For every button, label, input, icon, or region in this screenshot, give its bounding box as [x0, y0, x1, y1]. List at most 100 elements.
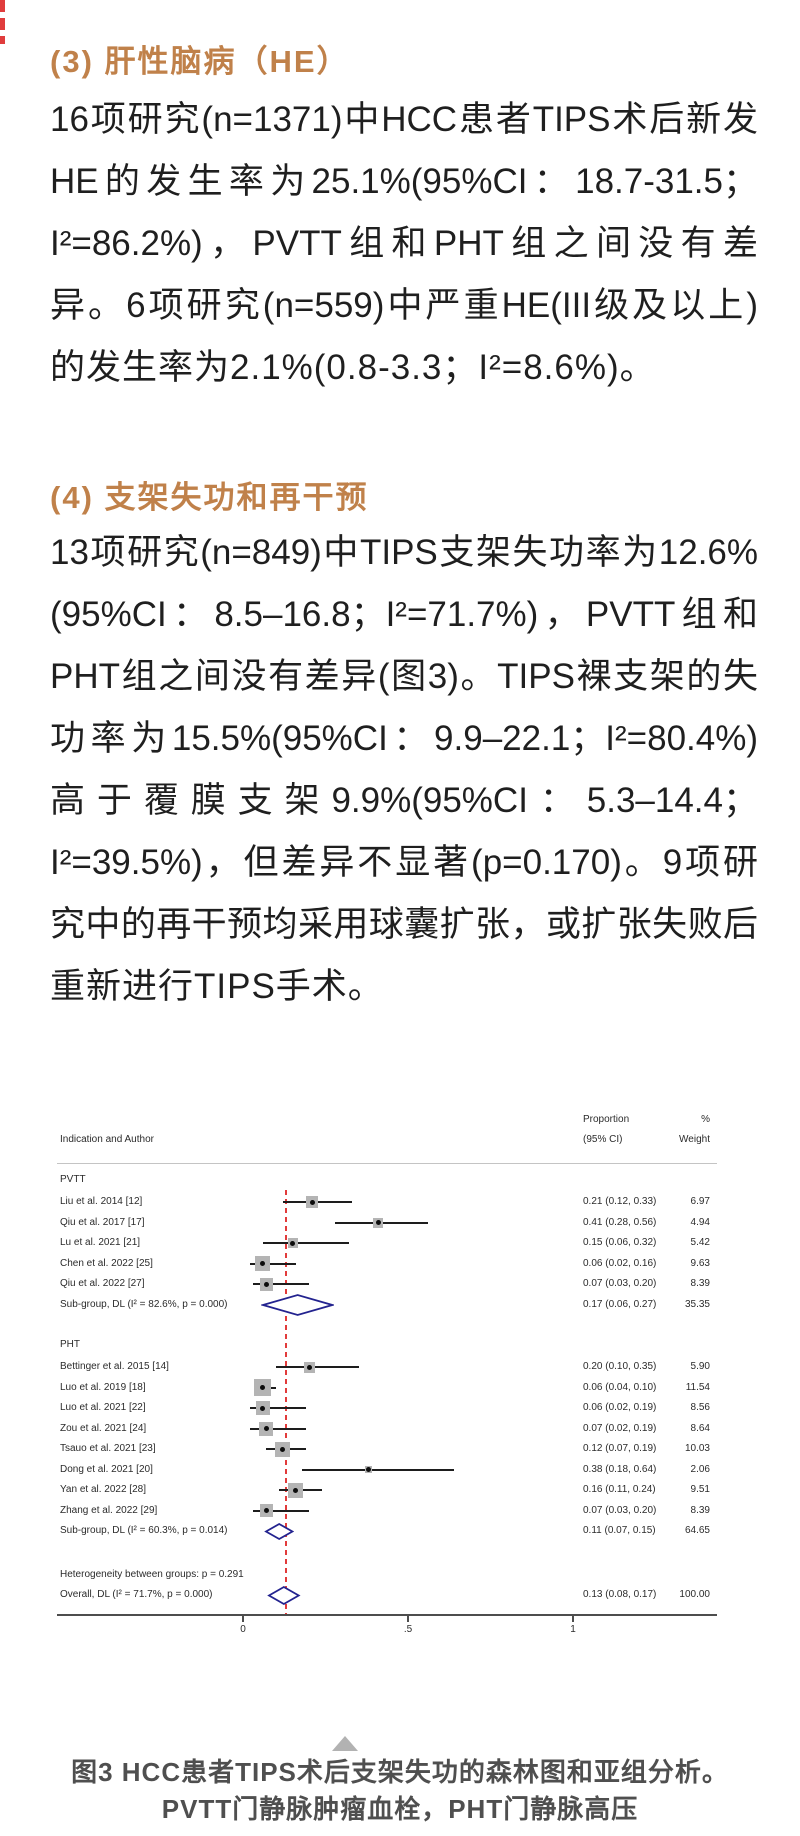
body-text-line: 重新进行TIPS手术。 — [50, 967, 384, 1006]
point-estimate-dot — [290, 1240, 295, 1246]
study-weight: 5.42 — [690, 1237, 710, 1248]
study-weight: 10.03 — [684, 1443, 710, 1454]
subgroup-label: Sub-group, DL (I² = 82.6%, p = 0.000) — [60, 1298, 228, 1310]
point-estimate-dot — [263, 1426, 269, 1431]
ci-line — [276, 1366, 359, 1368]
study-weight: 2.06 — [690, 1463, 710, 1475]
reference-dashed-line — [284, 1190, 287, 1614]
forest-plot-figure[interactable]: Indication and Author Proportion (95% CI)%… — [40, 1095, 760, 1655]
study-weight: 6.97 — [690, 1196, 710, 1207]
col-header-proportion: Proportion — [583, 1114, 630, 1125]
figure-caption-line2: PVTT门静脉肿瘤血栓，PHT门静脉高压 — [161, 1794, 639, 1824]
point-estimate-dot — [306, 1364, 312, 1370]
top-left-red-dash — [0, 36, 5, 44]
col-header-weight: Weight — [679, 1134, 710, 1145]
body-text-line: 高于覆膜支架9.9%(95%CI：5.3–14.4； — [50, 781, 758, 820]
study-label: Bettinger et al. 2015 [14] — [60, 1361, 169, 1372]
body-text-line: I²=39.5%)，但差异不显著(p=0.170)。9项研 — [50, 843, 758, 882]
col-header-percent: % — [701, 1114, 710, 1125]
study-label: Chen et al. 2022 [25] — [60, 1257, 153, 1269]
point-estimate-dot — [365, 1467, 371, 1472]
study-label: Zhang et al. 2022 [29] — [60, 1504, 158, 1516]
subgroup-ci-text: 0.17 (0.06, 0.27) — [583, 1298, 657, 1310]
study-weight: 9.63 — [690, 1257, 710, 1269]
group-label: PHT — [60, 1339, 80, 1350]
x-axis-tick — [242, 1614, 244, 1622]
subgroup-weight: 35.35 — [684, 1298, 710, 1310]
body-text-line: I²=86.2%)，PVTT组和PHT组之间没有差 — [50, 224, 758, 263]
study-weight: 8.56 — [690, 1402, 710, 1413]
study-weight: 8.64 — [690, 1422, 710, 1434]
body-text-line: 的发生率为2.1%(0.8-3.3；I²=8.6%)。 — [50, 348, 656, 387]
point-estimate-dot — [293, 1487, 299, 1493]
study-weight: 4.94 — [690, 1216, 710, 1228]
study-ci-text: 0.41 (0.28, 0.56) — [583, 1216, 657, 1228]
body-text-line: 16项研究(n=1371)中HCC患者TIPS术后新发 — [50, 100, 758, 139]
overall-label: Overall, DL (I² = 71.7%, p = 0.000) — [60, 1589, 213, 1600]
subgroup-diamond — [260, 1293, 335, 1316]
paragraph-he: 16项研究(n=1371)中HCC患者TIPS术后新发 HE的发生率为25.1%… — [50, 89, 758, 399]
x-axis-tick-label: .5 — [403, 1624, 413, 1635]
body-text-line: 异。6项研究(n=559)中严重HE(III级及以上) — [50, 286, 758, 325]
study-label: Qiu et al. 2022 [27] — [60, 1278, 145, 1289]
overall-weight: 100.00 — [679, 1589, 710, 1600]
study-weight: 8.39 — [690, 1278, 710, 1289]
body-text-line: PHT组之间没有差异(图3)。TIPS裸支架的失 — [50, 657, 758, 696]
study-label: Lu et al. 2021 [21] — [60, 1237, 141, 1248]
study-label: Tsauo et al. 2021 [23] — [60, 1443, 156, 1454]
study-label: Luo et al. 2021 [22] — [60, 1402, 146, 1413]
study-ci-text: 0.16 (0.11, 0.24) — [583, 1484, 656, 1495]
study-ci-text: 0.38 (0.18, 0.64) — [583, 1463, 657, 1475]
study-label: Liu et al. 2014 [12] — [60, 1196, 143, 1207]
study-label: Yan et al. 2022 [28] — [60, 1484, 146, 1495]
overall-ci-text: 0.13 (0.08, 0.17) — [583, 1589, 657, 1600]
x-axis-tick-label: 0 — [240, 1624, 246, 1635]
point-estimate-dot — [309, 1199, 315, 1205]
heterogeneity-note: Heterogeneity between groups: p = 0.291 — [60, 1569, 244, 1580]
ci-line — [249, 1407, 306, 1409]
study-ci-text: 0.12 (0.07, 0.19) — [583, 1443, 657, 1454]
header-rule — [57, 1163, 717, 1164]
study-ci-text: 0.07 (0.03, 0.20) — [583, 1504, 657, 1516]
col-header-ci: (95% CI) — [583, 1134, 623, 1145]
study-label: Dong et al. 2021 [20] — [60, 1463, 153, 1475]
x-axis-tick — [407, 1614, 409, 1622]
point-estimate-dot — [263, 1508, 269, 1513]
point-estimate-dot — [263, 1281, 269, 1287]
body-text-line: HE的发生率为25.1%(95%CI：18.7-31.5； — [50, 162, 758, 201]
study-label: Luo et al. 2019 [18] — [60, 1381, 146, 1393]
section-heading-stent: (4) 支架失功和再干预 — [50, 480, 369, 515]
col-header-indication-author: Indication and Author — [60, 1134, 154, 1145]
study-label: Zou et al. 2021 [24] — [60, 1422, 147, 1434]
group-label: PVTT — [60, 1174, 86, 1185]
study-label: Qiu et al. 2017 [17] — [60, 1216, 145, 1228]
ci-line — [262, 1242, 349, 1244]
paragraph-stent: 13项研究(n=849)中TIPS支架失功率为12.6% (95%CI：8.5–… — [50, 522, 758, 1018]
study-ci-text: 0.21 (0.12, 0.33) — [583, 1196, 657, 1207]
study-ci-text: 0.06 (0.04, 0.10) — [583, 1381, 657, 1393]
study-weight: 9.51 — [690, 1484, 710, 1495]
top-left-red-dash — [0, 18, 5, 30]
x-axis-tick — [572, 1614, 574, 1622]
body-text-line: (95%CI：8.5–16.8；I²=71.7%)，PVTT组和 — [50, 595, 758, 634]
subgroup-label: Sub-group, DL (I² = 60.3%, p = 0.014) — [60, 1525, 228, 1536]
study-ci-text: 0.07 (0.03, 0.20) — [583, 1278, 657, 1289]
point-estimate-dot — [280, 1446, 286, 1452]
body-text-line: 究中的再干预均采用球囊扩张，或扩张失败后 — [50, 905, 758, 944]
subgroup-diamond — [264, 1522, 295, 1540]
study-ci-text: 0.20 (0.10, 0.35) — [583, 1361, 657, 1372]
point-estimate-dot — [260, 1385, 266, 1390]
body-text-line: 13项研究(n=849)中TIPS支架失功率为12.6% — [50, 533, 758, 572]
section-heading-he: (3) 肝性脑病（HE） — [50, 44, 350, 79]
figure-caption-line1: 图3 HCC患者TIPS术后支架失功的森林图和亚组分析。 — [71, 1757, 729, 1787]
study-ci-text: 0.07 (0.02, 0.19) — [583, 1422, 657, 1434]
ci-line — [249, 1427, 306, 1430]
ci-line — [252, 1509, 309, 1512]
x-axis-line — [57, 1614, 717, 1616]
ci-line — [249, 1262, 296, 1265]
study-ci-text: 0.06 (0.02, 0.19) — [583, 1402, 657, 1413]
point-estimate-dot — [260, 1261, 266, 1266]
overall-diamond — [267, 1585, 301, 1605]
point-estimate-dot — [260, 1405, 266, 1411]
